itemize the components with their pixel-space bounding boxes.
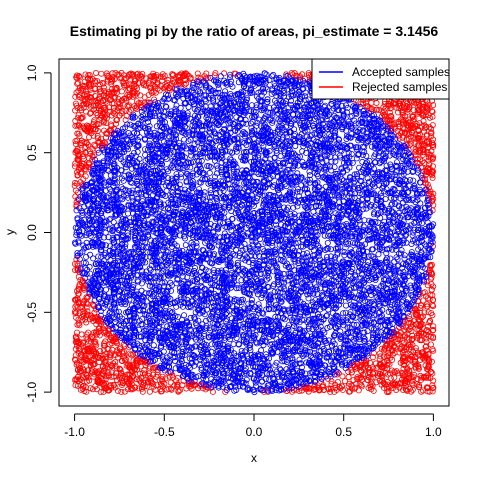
accepted-point: [234, 259, 241, 266]
accepted-point: [401, 252, 408, 259]
rejected-point: [121, 348, 128, 355]
rejected-point: [425, 374, 432, 381]
rejected-point: [91, 309, 98, 316]
accepted-point: [173, 102, 180, 109]
accepted-point: [206, 169, 213, 176]
rejected-point: [421, 122, 428, 129]
accepted-point: [203, 302, 210, 309]
accepted-point: [349, 159, 356, 166]
rejected-point: [429, 122, 436, 129]
chart-title: Estimating pi by the ratio of areas, pi_…: [70, 23, 439, 39]
rejected-point: [98, 70, 105, 77]
accepted-point: [150, 358, 157, 365]
accepted-point: [375, 251, 382, 258]
accepted-point: [346, 324, 353, 331]
rejected-point: [368, 99, 375, 106]
accepted-point: [241, 348, 248, 355]
rejected-point: [118, 88, 125, 95]
accepted-point: [408, 240, 415, 247]
accepted-point: [292, 143, 299, 150]
accepted-point: [255, 301, 262, 308]
accepted-point: [230, 341, 237, 348]
rejected-point: [401, 354, 408, 361]
rejected-point: [427, 276, 434, 283]
rejected-point: [429, 370, 436, 377]
accepted-point: [180, 228, 187, 235]
rejected-point: [421, 309, 428, 316]
accepted-point: [227, 125, 234, 132]
accepted-point: [182, 241, 189, 248]
rejected-point: [427, 130, 434, 137]
accepted-point: [393, 159, 400, 166]
accepted-point: [282, 247, 289, 254]
accepted-point: [207, 163, 214, 170]
accepted-point: [83, 253, 90, 260]
accepted-point: [90, 255, 97, 262]
rejected-point: [325, 385, 332, 392]
accepted-point: [164, 143, 171, 150]
accepted-point: [293, 325, 300, 332]
accepted-point: [280, 163, 287, 170]
points-layer: [71, 69, 437, 396]
rejected-point: [123, 95, 130, 102]
